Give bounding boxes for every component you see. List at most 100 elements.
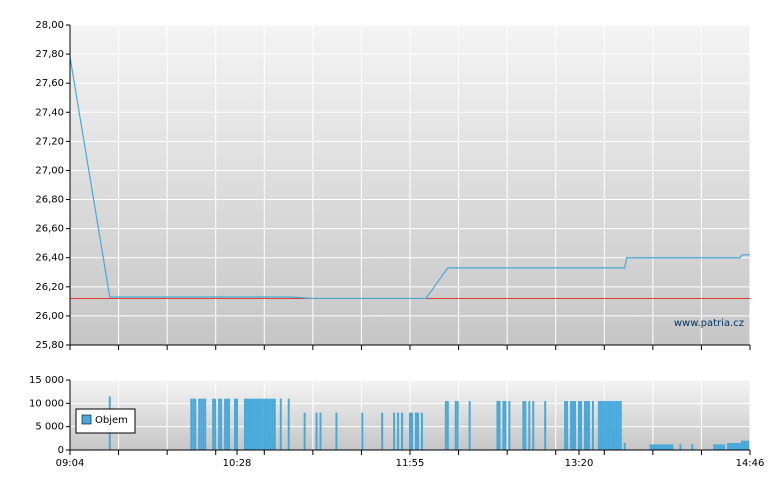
volume-bar	[234, 398, 237, 450]
volume-bar	[613, 401, 616, 450]
volume-bar	[735, 443, 738, 450]
legend-box	[75, 408, 136, 434]
volume-bar	[255, 398, 258, 450]
y-tick-label: 26,60	[35, 224, 64, 235]
volume-bar	[743, 440, 746, 450]
volume-bar	[663, 444, 666, 450]
volume-bar	[220, 398, 223, 450]
volume-bar	[245, 398, 248, 450]
volume-bar	[401, 412, 404, 450]
volume-bar	[273, 398, 276, 450]
volume-bar	[504, 401, 507, 450]
y-tick-label: 27,80	[35, 49, 64, 60]
volume-bar	[214, 398, 217, 450]
volume-bar	[224, 398, 227, 450]
volume-bar	[671, 444, 674, 450]
legend-label: Objem	[95, 415, 128, 426]
volume-bar	[414, 412, 417, 450]
legend-swatch	[81, 414, 92, 425]
volume-bar	[508, 401, 511, 450]
volume-bar	[257, 398, 260, 450]
volume-bar	[615, 401, 618, 450]
volume-bar	[249, 398, 252, 450]
volume-bar	[747, 440, 750, 450]
volume-bar	[410, 412, 413, 450]
volume-bar	[611, 401, 614, 450]
x-tick-label: 14:46	[736, 458, 765, 469]
volume-bar	[723, 444, 726, 450]
volume-bar	[502, 401, 505, 450]
volume-bar	[657, 444, 660, 450]
volume-bar	[253, 398, 256, 450]
volume-bar	[381, 412, 384, 450]
volume-bar	[679, 444, 682, 450]
volume-bar	[194, 398, 197, 450]
volume-bar	[190, 398, 193, 450]
y-tick-label: 26,40	[35, 253, 64, 264]
volume-bar	[498, 401, 501, 450]
volume-bar	[251, 398, 254, 450]
volume-bar	[202, 398, 205, 450]
volume-bar	[580, 401, 582, 450]
volume-bar	[456, 401, 459, 450]
volume-bar	[524, 401, 527, 450]
volume-bar	[218, 398, 221, 450]
volume-bar	[570, 401, 573, 450]
volume-bar	[619, 401, 622, 450]
volume-bar	[247, 398, 250, 450]
y-tick-label: 26,20	[35, 282, 64, 293]
volume-bar	[601, 401, 604, 450]
volume-bar	[741, 440, 744, 450]
volume-bar	[397, 412, 400, 450]
volume-bar	[623, 443, 626, 450]
volume-bar	[267, 398, 270, 450]
volume-bar	[522, 401, 525, 450]
volume-bar	[587, 401, 590, 450]
volume-bar	[243, 398, 246, 450]
volume-bar	[528, 401, 531, 450]
volume-bar	[617, 401, 620, 450]
volume-bar	[259, 398, 262, 450]
volume-bar	[739, 443, 742, 450]
volume-bar	[319, 412, 322, 450]
volume-bar	[303, 412, 306, 450]
volume-bar	[393, 412, 396, 450]
volume-bar	[661, 444, 664, 450]
volume-bar	[578, 401, 580, 450]
volume-bar	[454, 401, 457, 450]
y-tick-label: 27,00	[35, 165, 64, 176]
volume-bar	[572, 401, 575, 450]
y-tick-label: 15 000	[29, 375, 64, 386]
volume-bar	[416, 412, 419, 450]
y-tick-label: 5 000	[35, 422, 64, 433]
volume-bar	[269, 398, 272, 450]
volume-bar	[745, 440, 748, 450]
volume-bar	[574, 401, 577, 450]
volume-bar	[420, 412, 423, 450]
volume-bar	[715, 444, 718, 450]
y-tick-label: 26,00	[35, 311, 64, 322]
volume-bar	[446, 401, 449, 450]
volume-bar	[496, 401, 499, 450]
y-tick-label: 0	[58, 445, 64, 456]
volume-bar	[665, 444, 668, 450]
volume-bar	[204, 398, 207, 450]
volume-bar	[659, 444, 662, 450]
volume-bar	[263, 398, 266, 450]
volume-bar	[335, 412, 338, 450]
volume-bar	[468, 401, 471, 450]
volume-bar	[532, 401, 535, 450]
x-tick-label: 13:20	[565, 458, 594, 469]
volume-bar	[667, 444, 670, 450]
y-tick-label: 27,40	[35, 107, 64, 118]
volume-bar	[198, 398, 201, 450]
volume-bar	[733, 443, 736, 450]
volume-bar	[591, 401, 594, 450]
y-tick-label: 25,80	[35, 340, 64, 351]
volume-bar	[713, 444, 716, 450]
y-tick-label: 26,80	[35, 195, 64, 206]
volume-bar	[729, 443, 732, 450]
volume-bar	[200, 398, 203, 450]
volume-bar	[731, 443, 734, 450]
